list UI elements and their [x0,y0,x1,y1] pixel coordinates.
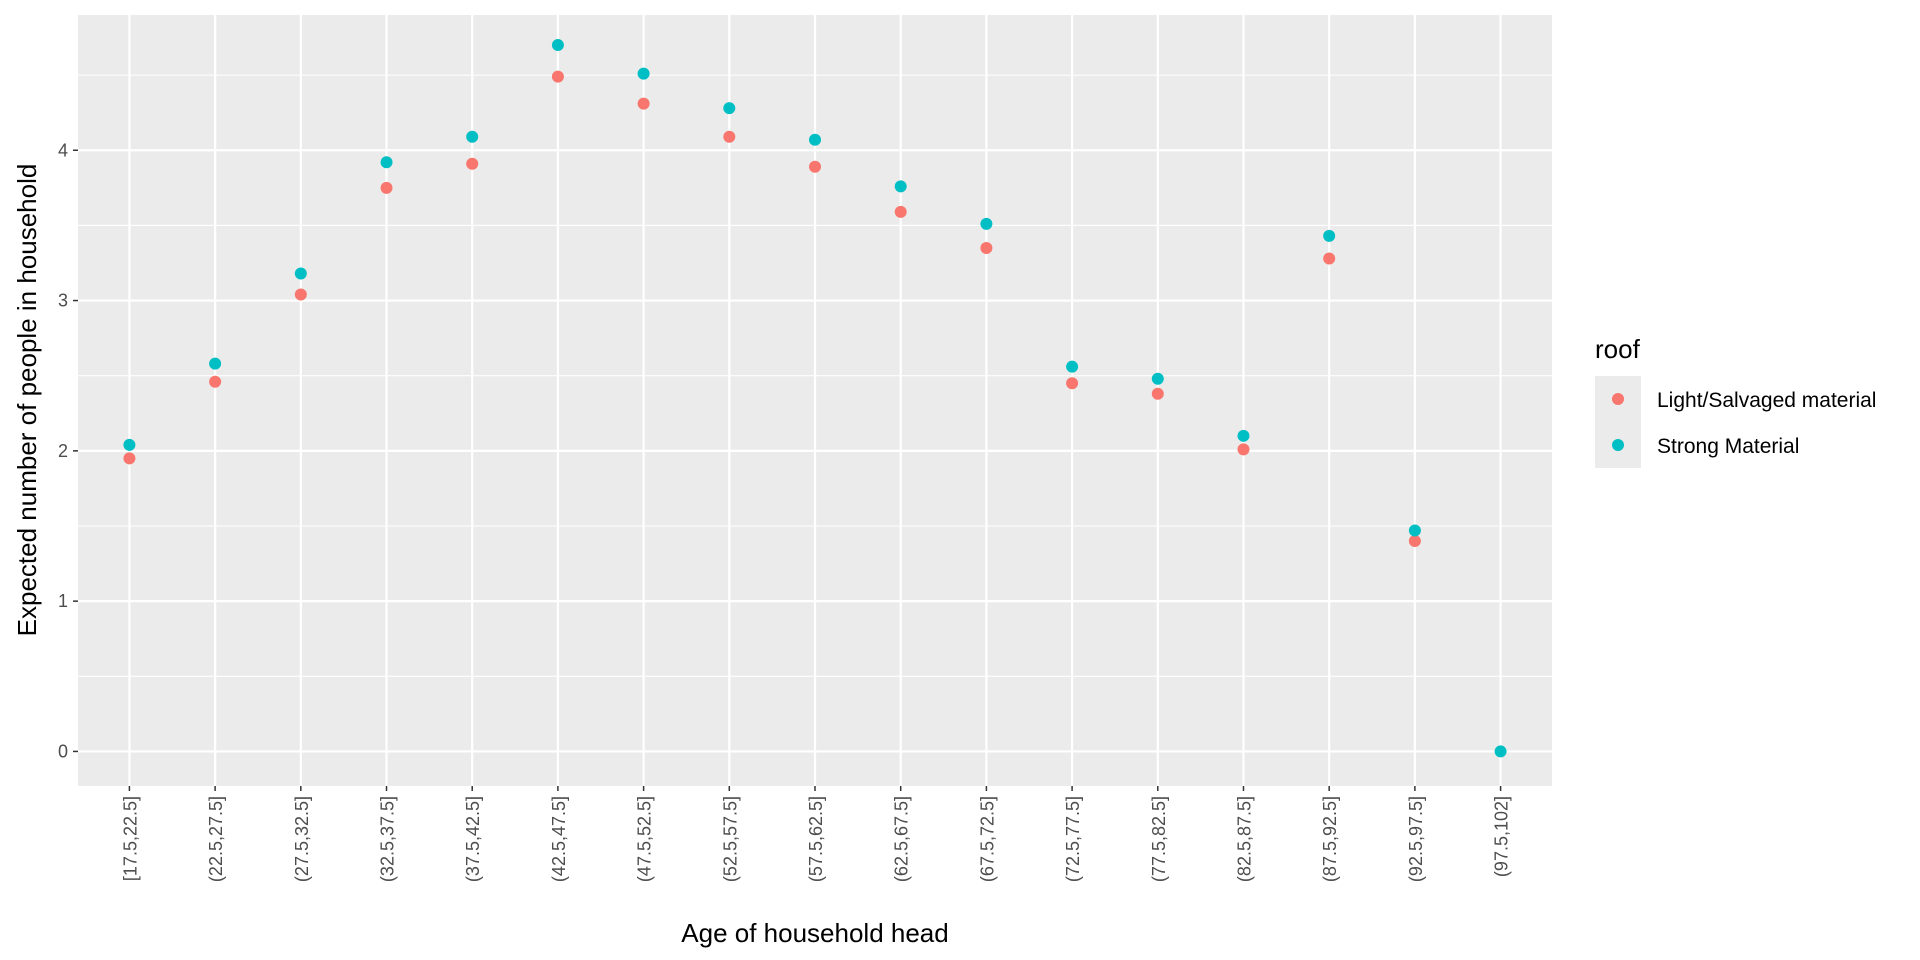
legend: roof Light/Salvaged material Strong Mate… [1595,334,1876,468]
data-point-series-2 [980,217,993,230]
data-point-series-2 [551,39,564,52]
legend-key-strong-material [1612,439,1624,451]
legend-key-light-salvaged [1612,393,1624,405]
x-tick-label: (42.5,47.5] [549,796,569,882]
x-tick-label: (82.5,87.5] [1234,796,1254,882]
data-point-series-2 [380,156,393,169]
x-tick-label: (57.5,62.5] [806,796,826,882]
data-point-series-1 [894,205,907,218]
data-point-series-1 [466,157,479,170]
data-point-series-1 [723,130,736,143]
x-tick-label: (32.5,37.5] [378,796,398,882]
data-point-series-1 [209,375,222,388]
x-axis-ticks: [17.5,22.5] (22.5,27.5] (27.5,32.5] (32.5,3… [120,786,1512,882]
x-tick-label: (37.5,42.5] [463,796,483,882]
data-point-series-1 [637,97,650,110]
data-point-series-2 [723,102,736,115]
x-tick-label: (62.5,67.5] [892,796,912,882]
data-point-series-2 [1237,429,1250,442]
x-tick-label: (27.5,32.5] [292,796,312,882]
x-tick-label: (22.5,27.5] [206,796,226,882]
data-point-series-1 [294,288,307,301]
x-axis-title: Age of household head [681,918,948,948]
data-point-series-2 [1408,524,1421,537]
x-tick-label: (77.5,82.5] [1149,796,1169,882]
data-point-series-1 [551,70,564,83]
data-point-series-2 [1066,360,1079,373]
data-point-series-2 [1151,372,1164,385]
y-tick-label: 1 [58,591,68,611]
data-point-series-1 [123,452,136,465]
data-point-series-2 [894,180,907,193]
data-point-series-1 [1151,387,1164,400]
data-point-series-1 [380,181,393,194]
data-point-series-2 [466,130,479,143]
y-axis-title: Expected number of people in household [12,164,42,637]
data-point-series-2 [637,67,650,80]
x-tick-label: [17.5,22.5] [120,796,140,881]
data-point-series-2 [809,133,821,146]
y-axis-ticks: 0 1 2 3 4 [58,140,78,761]
data-point-series-2 [1494,745,1507,758]
x-tick-label: (52.5,57.5] [720,796,740,882]
data-point-series-1 [980,241,993,254]
major-gridlines [78,15,1552,786]
data-points [123,39,1507,758]
y-tick-label: 3 [58,291,68,311]
x-tick-label: (72.5,77.5] [1063,796,1083,882]
data-point-series-2 [123,438,136,451]
legend-title: roof [1595,334,1641,364]
y-tick-label: 2 [58,441,68,461]
x-tick-label: (97.5,102] [1492,796,1512,877]
legend-label-light-salvaged: Light/Salvaged material [1657,389,1876,412]
x-tick-label: (47.5,52.5] [635,796,655,882]
y-tick-label: 4 [58,140,68,160]
data-point-series-2 [294,267,307,280]
data-point-series-1 [809,160,821,173]
data-point-series-1 [1323,252,1336,265]
data-point-series-1 [1066,377,1079,390]
data-point-series-1 [1237,443,1250,456]
data-point-series-2 [1323,229,1336,242]
x-tick-label: (67.5,72.5] [977,796,997,882]
legend-label-strong-material: Strong Material [1657,435,1799,458]
x-tick-label: (92.5,97.5] [1406,796,1426,882]
data-point-series-1 [1408,535,1421,548]
data-point-series-2 [209,357,222,370]
x-tick-label: (87.5,92.5] [1320,796,1340,882]
y-tick-label: 0 [58,741,68,761]
